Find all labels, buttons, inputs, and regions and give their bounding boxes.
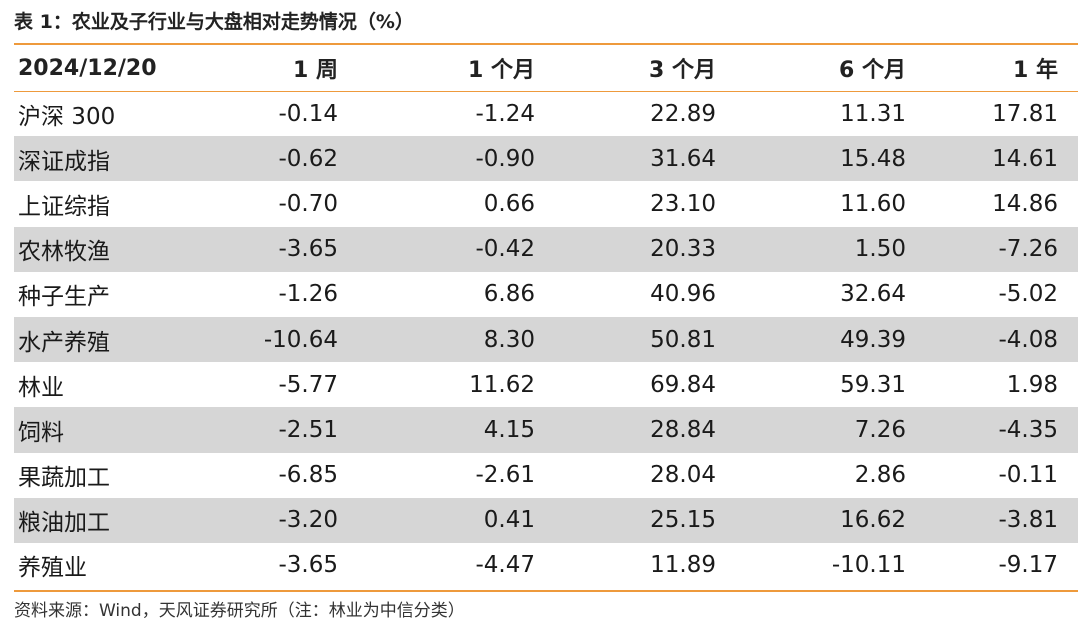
cell-1m: 0.66 [483,190,535,217]
cell-3m: 25.15 [650,507,716,534]
cell-3m: 40.96 [650,281,716,308]
cell-1m: -0.90 [475,145,535,172]
cell-1m: -0.42 [475,236,535,263]
bottom-rule [14,590,1078,592]
table-row: 水产养殖 -10.64 8.30 50.81 49.39 -4.08 [14,316,1078,363]
header-date: 2024/12/20 [18,55,157,81]
cell-1y: -4.08 [998,326,1058,353]
row-index-name: 水产养殖 [18,329,110,356]
cell-3m: 69.84 [650,371,716,398]
row-index-name: 养殖业 [18,555,87,582]
cell-6m: 16.62 [840,507,906,534]
cell-6m: -10.11 [831,552,906,579]
table-row: 上证综指 -0.70 0.66 23.10 11.60 14.86 [14,181,1078,226]
cell-6m: 7.26 [854,416,906,443]
cell-3m: 20.33 [650,236,716,263]
header-col-3m: 3 个月 [649,58,716,83]
table-row: 养殖业 -3.65 -4.47 11.89 -10.11 -9.17 [14,543,1078,588]
row-index-name: 饲料 [18,419,64,446]
cell-6m: 2.86 [854,462,906,489]
cell-3m: 22.89 [650,100,716,127]
cell-3m: 50.81 [650,326,716,353]
cell-6m: 15.48 [840,145,906,172]
cell-1m: 8.30 [483,326,535,353]
cell-1y: 17.81 [992,100,1058,127]
table-row: 深证成指 -0.62 -0.90 31.64 15.48 14.61 [14,136,1078,182]
row-index-name: 种子生产 [18,284,110,311]
cell-1w: -0.62 [278,145,338,172]
table-row: 饲料 -2.51 4.15 28.84 7.26 -4.35 [14,407,1078,453]
header-col-6m: 6 个月 [839,58,906,83]
cell-1w: -3.20 [278,507,338,534]
cell-1y: 1.98 [1006,371,1058,398]
header-col-1w: 1 周 [293,58,338,83]
header-col-1m: 1 个月 [468,58,535,83]
cell-1y: -3.81 [998,507,1058,534]
cell-1y: 14.61 [992,145,1058,172]
cell-1y: -0.11 [998,462,1058,489]
cell-6m: 59.31 [840,371,906,398]
row-index-name: 林业 [18,374,64,401]
cell-1m: 11.62 [469,371,535,398]
cell-1y: -7.26 [998,236,1058,263]
table-row: 粮油加工 -3.20 0.41 25.15 16.62 -3.81 [14,497,1078,543]
table-header-row: 2024/12/20 1 周 1 个月 3 个月 6 个月 1 年 [14,45,1078,91]
cell-1w: -0.14 [278,100,338,127]
cell-3m: 31.64 [650,145,716,172]
cell-1w: -6.85 [278,462,338,489]
cell-1m: 0.41 [483,507,535,534]
top-rule [14,43,1078,45]
cell-6m: 49.39 [840,326,906,353]
cell-1m: -2.61 [475,462,535,489]
table-row: 果蔬加工 -6.85 -2.61 28.04 2.86 -0.11 [14,453,1078,498]
performance-table: 2024/12/20 1 周 1 个月 3 个月 6 个月 1 年 沪深 300… [14,45,1078,588]
cell-6m: 11.31 [840,100,906,127]
cell-1w: -3.65 [278,552,338,579]
cell-1y: -5.02 [998,281,1058,308]
cell-1w: -0.70 [278,190,338,217]
cell-6m: 11.60 [840,190,906,217]
cell-1m: 4.15 [483,416,535,443]
cell-1y: 14.86 [992,190,1058,217]
table-row: 林业 -5.77 11.62 69.84 59.31 1.98 [14,362,1078,407]
cell-1m: -1.24 [475,100,535,127]
row-index-name: 果蔬加工 [18,465,110,492]
table-row: 沪深 300 -0.14 -1.24 22.89 11.31 17.81 [14,91,1078,136]
cell-6m: 32.64 [840,281,906,308]
row-index-name: 深证成指 [18,148,110,175]
table-body: 沪深 300 -0.14 -1.24 22.89 11.31 17.81 深证成指 -0.62… [14,91,1078,588]
row-index-name: 粮油加工 [18,510,110,537]
cell-1w: -3.65 [278,236,338,263]
row-index-name: 沪深 300 [18,103,116,130]
cell-1w: -10.64 [263,326,338,353]
cell-3m: 11.89 [650,552,716,579]
cell-1w: -5.77 [278,371,338,398]
source-footnote: 资料来源：Wind，天风证券研究所（注：林业为中信分类） [14,601,465,621]
cell-1y: -4.35 [998,416,1058,443]
row-index-name: 上证综指 [18,193,110,220]
cell-3m: 23.10 [650,190,716,217]
cell-1w: -2.51 [278,416,338,443]
row-index-name: 农林牧渔 [18,239,110,266]
cell-1w: -1.26 [278,281,338,308]
cell-3m: 28.84 [650,416,716,443]
cell-1m: -4.47 [475,552,535,579]
cell-1m: 6.86 [483,281,535,308]
header-col-1y: 1 年 [1013,58,1058,83]
table-row: 农林牧渔 -3.65 -0.42 20.33 1.50 -7.26 [14,226,1078,272]
cell-1y: -9.17 [998,552,1058,579]
cell-6m: 1.50 [854,236,906,263]
table-title: 表 1：农业及子行业与大盘相对走势情况（%） [14,11,414,33]
cell-3m: 28.04 [650,462,716,489]
table-row: 种子生产 -1.26 6.86 40.96 32.64 -5.02 [14,272,1078,317]
header-rule [14,91,1078,92]
